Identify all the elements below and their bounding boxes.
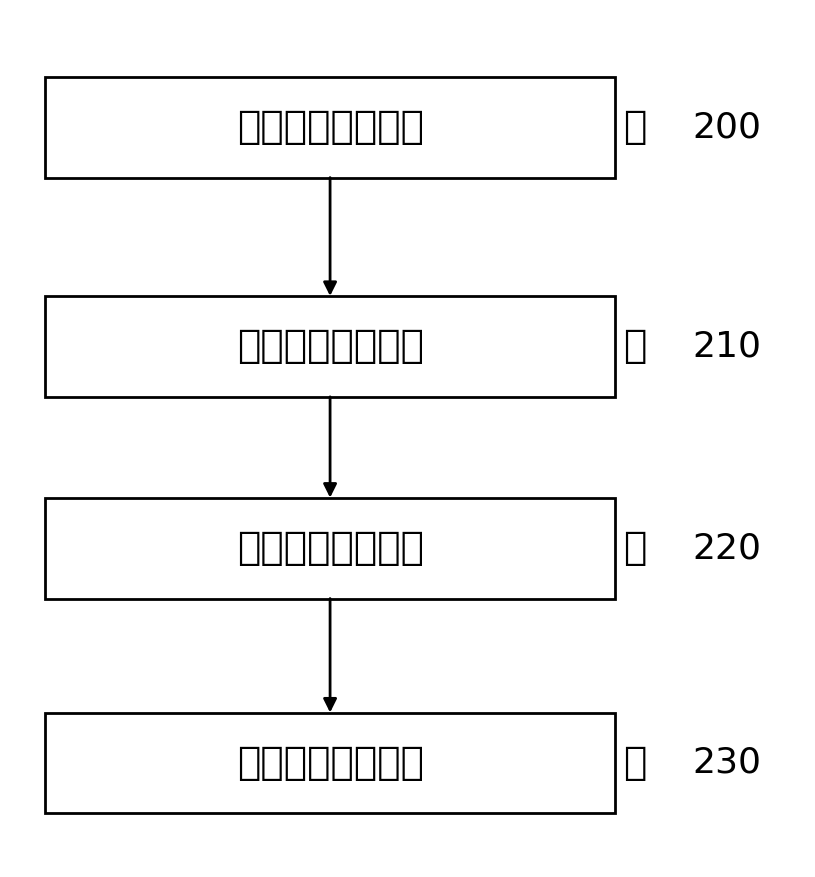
Bar [45,76,615,177]
Text: 收集信息获取模块: 收集信息获取模块 [236,327,424,366]
Text: ～: ～ [623,327,647,366]
Text: 板件齐套判断模块: 板件齐套判断模块 [236,529,424,567]
Text: 包裹信息获取模块: 包裹信息获取模块 [236,108,424,146]
Bar [45,497,615,598]
Text: 200: 200 [693,111,762,144]
Text: 210: 210 [693,330,762,363]
Text: 230: 230 [693,746,762,780]
Bar [45,712,615,814]
Bar [45,296,615,396]
Text: ～: ～ [623,108,647,146]
Text: ～: ～ [623,744,647,782]
Text: 220: 220 [693,531,762,565]
Text: ～: ～ [623,529,647,567]
Text: 出库指令发送模块: 出库指令发送模块 [236,744,424,782]
